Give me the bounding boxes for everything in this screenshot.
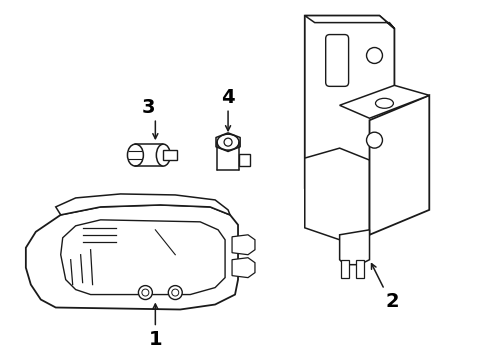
Text: 2: 2 — [386, 292, 399, 311]
Polygon shape — [239, 154, 250, 166]
Ellipse shape — [217, 134, 239, 150]
Polygon shape — [26, 205, 238, 310]
Polygon shape — [356, 260, 364, 278]
Polygon shape — [232, 235, 255, 255]
Circle shape — [224, 138, 232, 146]
Polygon shape — [369, 95, 429, 235]
Text: 3: 3 — [142, 98, 155, 117]
Ellipse shape — [375, 98, 393, 108]
Circle shape — [367, 48, 383, 63]
Polygon shape — [217, 142, 239, 170]
Circle shape — [138, 285, 152, 300]
Polygon shape — [135, 144, 163, 166]
Polygon shape — [340, 230, 369, 265]
FancyBboxPatch shape — [326, 35, 348, 86]
Ellipse shape — [156, 144, 171, 166]
Circle shape — [367, 132, 383, 148]
Polygon shape — [232, 258, 255, 278]
Polygon shape — [56, 194, 230, 215]
Polygon shape — [163, 150, 177, 160]
Polygon shape — [341, 260, 348, 278]
Circle shape — [168, 285, 182, 300]
Polygon shape — [305, 148, 369, 240]
Text: 1: 1 — [148, 330, 162, 349]
Circle shape — [172, 289, 179, 296]
Circle shape — [142, 289, 149, 296]
Polygon shape — [305, 15, 394, 28]
Polygon shape — [305, 15, 394, 188]
Text: 4: 4 — [221, 88, 235, 107]
Polygon shape — [61, 220, 225, 294]
Polygon shape — [340, 85, 429, 118]
Ellipse shape — [127, 144, 144, 166]
